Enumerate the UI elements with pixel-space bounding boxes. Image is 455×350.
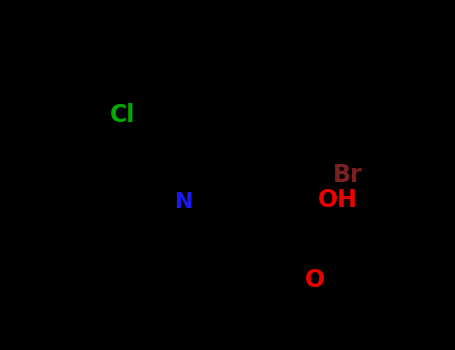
Text: N: N	[175, 192, 193, 212]
Text: Br: Br	[333, 162, 362, 187]
Text: OH: OH	[318, 188, 358, 212]
Text: Cl: Cl	[110, 103, 135, 127]
Text: O: O	[305, 268, 325, 292]
